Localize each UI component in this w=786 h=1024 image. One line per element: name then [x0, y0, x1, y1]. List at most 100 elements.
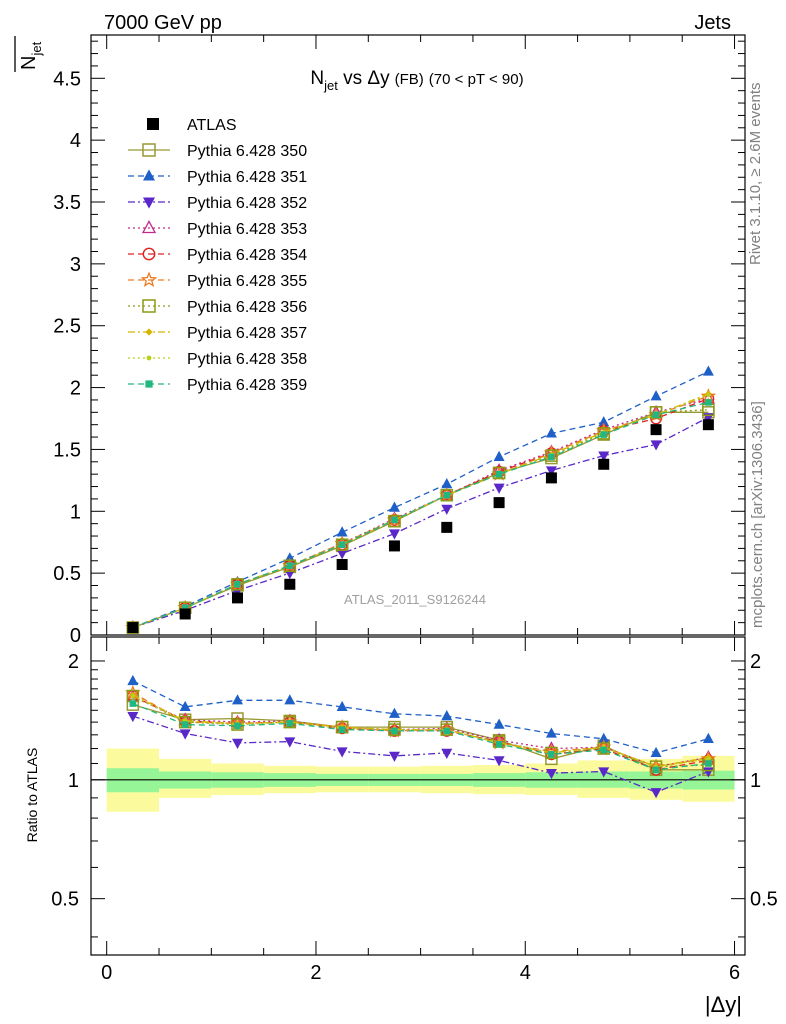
y-tick-label: 1: [70, 501, 81, 523]
ratio-point: [650, 746, 662, 758]
data-point: [700, 388, 717, 403]
legend-marker: [146, 355, 152, 361]
series-line: [132, 398, 709, 629]
data-point: [181, 604, 189, 612]
axes-layer: 0 0.5 1 1.5 2 2.5 3 3.5 4 4.5 0.5 0.5 1 1 2 2 0 2 4 6: [51, 34, 778, 984]
data-point: [441, 521, 453, 533]
y-tick-label: 0.5: [53, 563, 81, 585]
data-point: [231, 578, 244, 591]
series-atlas: [127, 419, 714, 634]
plot-title: Njet vs Δy (FB) (70 < pT < 90): [310, 68, 523, 93]
data-point: [443, 491, 451, 499]
x-tick-label: 6: [729, 962, 740, 984]
legend-marker: [143, 197, 155, 209]
ratio-point: [443, 727, 451, 735]
series-line: [132, 401, 709, 629]
legend-label: Pythia 6.428 355: [187, 273, 307, 290]
data-point: [650, 424, 662, 436]
ratio-point: [284, 694, 296, 705]
x-axis-title: |Δy|: [705, 992, 742, 1017]
rivet-label: Rivet 3.1.10, ≥ 2.6M events: [747, 83, 764, 266]
data-point: [338, 541, 346, 548]
ratio-point: [179, 700, 191, 712]
data-point: [441, 504, 453, 515]
data-point: [598, 458, 610, 470]
legend-entry: Pythia 6.428 358: [128, 351, 307, 368]
data-point: [545, 449, 558, 462]
ratio-point: [548, 751, 555, 758]
legend-marker: [141, 220, 157, 234]
y-tick-label: 0: [70, 625, 81, 647]
ratio-point: [336, 700, 348, 712]
y-axis-title: Njet: [14, 36, 44, 72]
ratio-point: [234, 722, 241, 730]
ratio-line: [132, 696, 709, 768]
data-point: [336, 526, 348, 537]
legend-entry: Pythia 6.428 359: [128, 377, 307, 394]
ratio-y-tick-label-left: 1: [68, 770, 79, 792]
data-point: [600, 431, 608, 438]
ratio-line: [132, 692, 709, 768]
legend-marker: [147, 118, 159, 130]
ratio-point: [441, 748, 453, 759]
legend-marker: [142, 143, 156, 157]
legend-label: Pythia 6.428 357: [187, 325, 307, 342]
y-tick-label: 2.5: [53, 316, 81, 338]
legend-marker: [142, 299, 156, 313]
ratio-point: [545, 727, 557, 738]
legend: ATLAS Pythia 6.428 350 Pythia 6.428 351 Pyt…: [128, 117, 307, 394]
series-line: [132, 370, 709, 629]
data-point: [441, 478, 453, 489]
data-point: [234, 580, 241, 588]
title-main-sub: jet: [323, 78, 338, 93]
ratio-point: [129, 700, 137, 707]
data-point: [336, 558, 348, 570]
data-point: [598, 416, 610, 427]
ratio-line: [132, 695, 709, 771]
ratio-point: [598, 767, 610, 778]
data-point: [286, 562, 294, 570]
legend-entry: Pythia 6.428 350: [128, 143, 307, 160]
data-point: [388, 501, 400, 512]
ratio-uncertainty-bands: [91, 748, 745, 812]
legend-label: ATLAS: [187, 117, 237, 134]
ratio-series-pythia-6-428-359: [129, 700, 712, 774]
legend-marker: [142, 247, 156, 261]
ratio-point: [705, 760, 712, 767]
main-frame: [90, 34, 746, 636]
data-point: [545, 466, 557, 477]
ratio-line: [132, 702, 709, 771]
ratio-point: [493, 756, 505, 767]
ratio-point: [181, 721, 189, 728]
legend-entry: Pythia 6.428 353: [128, 220, 307, 238]
ylabel-sub: jet: [29, 41, 44, 56]
data-point: [388, 529, 400, 540]
data-point: [231, 592, 243, 604]
ratio-point: [336, 747, 348, 758]
ratio-point: [495, 741, 503, 748]
data-point: [493, 497, 505, 509]
legend-entry: ATLAS: [147, 117, 237, 134]
series-line: [132, 416, 709, 629]
legend-entry: Pythia 6.428 355: [128, 271, 307, 290]
data-point: [179, 608, 191, 620]
data-point: [283, 559, 297, 572]
ratio-point: [545, 768, 557, 780]
legend-label: Pythia 6.428 358: [187, 351, 307, 368]
ratio-point: [650, 788, 662, 799]
data-point: [495, 470, 503, 478]
header-right: Jets: [694, 12, 731, 34]
ratio-line: [132, 694, 709, 768]
data-point: [545, 427, 557, 438]
legend-label: Pythia 6.428 353: [187, 221, 307, 238]
ratio-point: [127, 711, 139, 723]
ratio-point: [652, 766, 660, 774]
ratio-point: [702, 732, 714, 743]
title-main-b: vs Δy: [338, 68, 390, 89]
data-point: [388, 540, 400, 552]
data-point: [650, 440, 662, 451]
data-point: [705, 399, 712, 406]
data-point: [440, 488, 454, 502]
legend-entry: Pythia 6.428 351: [128, 169, 307, 186]
data-point: [335, 538, 349, 551]
